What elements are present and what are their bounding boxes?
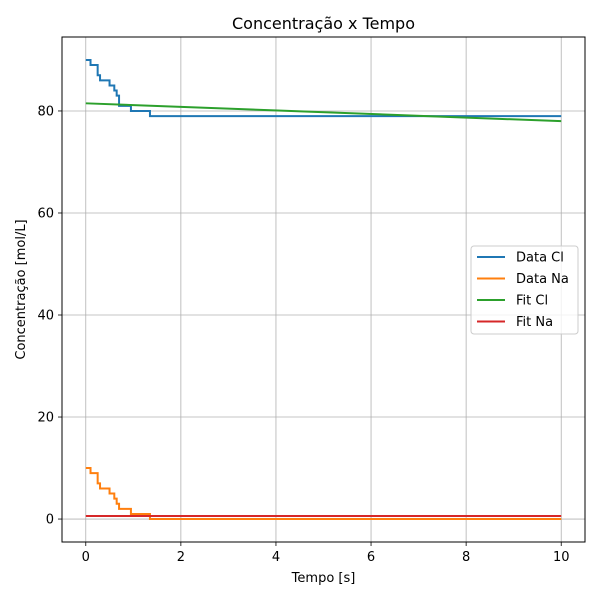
grid bbox=[62, 37, 585, 542]
y-tick-label: 40 bbox=[37, 309, 54, 324]
ticks: 0 2 4 6 8 10 0 20 40 60 80 bbox=[37, 104, 569, 565]
legend: Data Cl Data Na Fit Cl Fit Na bbox=[470, 245, 579, 335]
y-tick-label: 0 bbox=[46, 513, 54, 528]
x-tick-label: 2 bbox=[177, 550, 185, 565]
y-tick-label: 60 bbox=[37, 206, 54, 221]
y-tick-label: 80 bbox=[37, 104, 54, 119]
chart-title: Concentração x Tempo bbox=[232, 14, 415, 33]
plot-frame bbox=[61, 36, 586, 543]
x-tick-label: 6 bbox=[367, 550, 375, 565]
series-line-data-cl bbox=[85, 58, 562, 118]
x-axis-title: Tempo [s] bbox=[291, 571, 356, 586]
legend-label-fit-na: Fit Na bbox=[516, 315, 553, 330]
legend-label-data-cl: Data Cl bbox=[516, 251, 564, 266]
legend-box bbox=[470, 245, 579, 335]
series-line-fit-cl bbox=[85, 102, 562, 123]
series-group bbox=[85, 58, 562, 521]
x-tick-label: 10 bbox=[553, 550, 570, 565]
x-tick-label: 8 bbox=[462, 550, 470, 565]
y-axis-title: Concentração [mol/L] bbox=[14, 219, 29, 359]
legend-label-data-na: Data Na bbox=[516, 272, 569, 287]
series-line-data-na bbox=[85, 467, 562, 521]
x-tick-label: 4 bbox=[272, 550, 280, 565]
y-tick-label: 20 bbox=[37, 411, 54, 426]
x-tick-label: 0 bbox=[82, 550, 90, 565]
legend-label-fit-cl: Fit Cl bbox=[516, 294, 548, 309]
